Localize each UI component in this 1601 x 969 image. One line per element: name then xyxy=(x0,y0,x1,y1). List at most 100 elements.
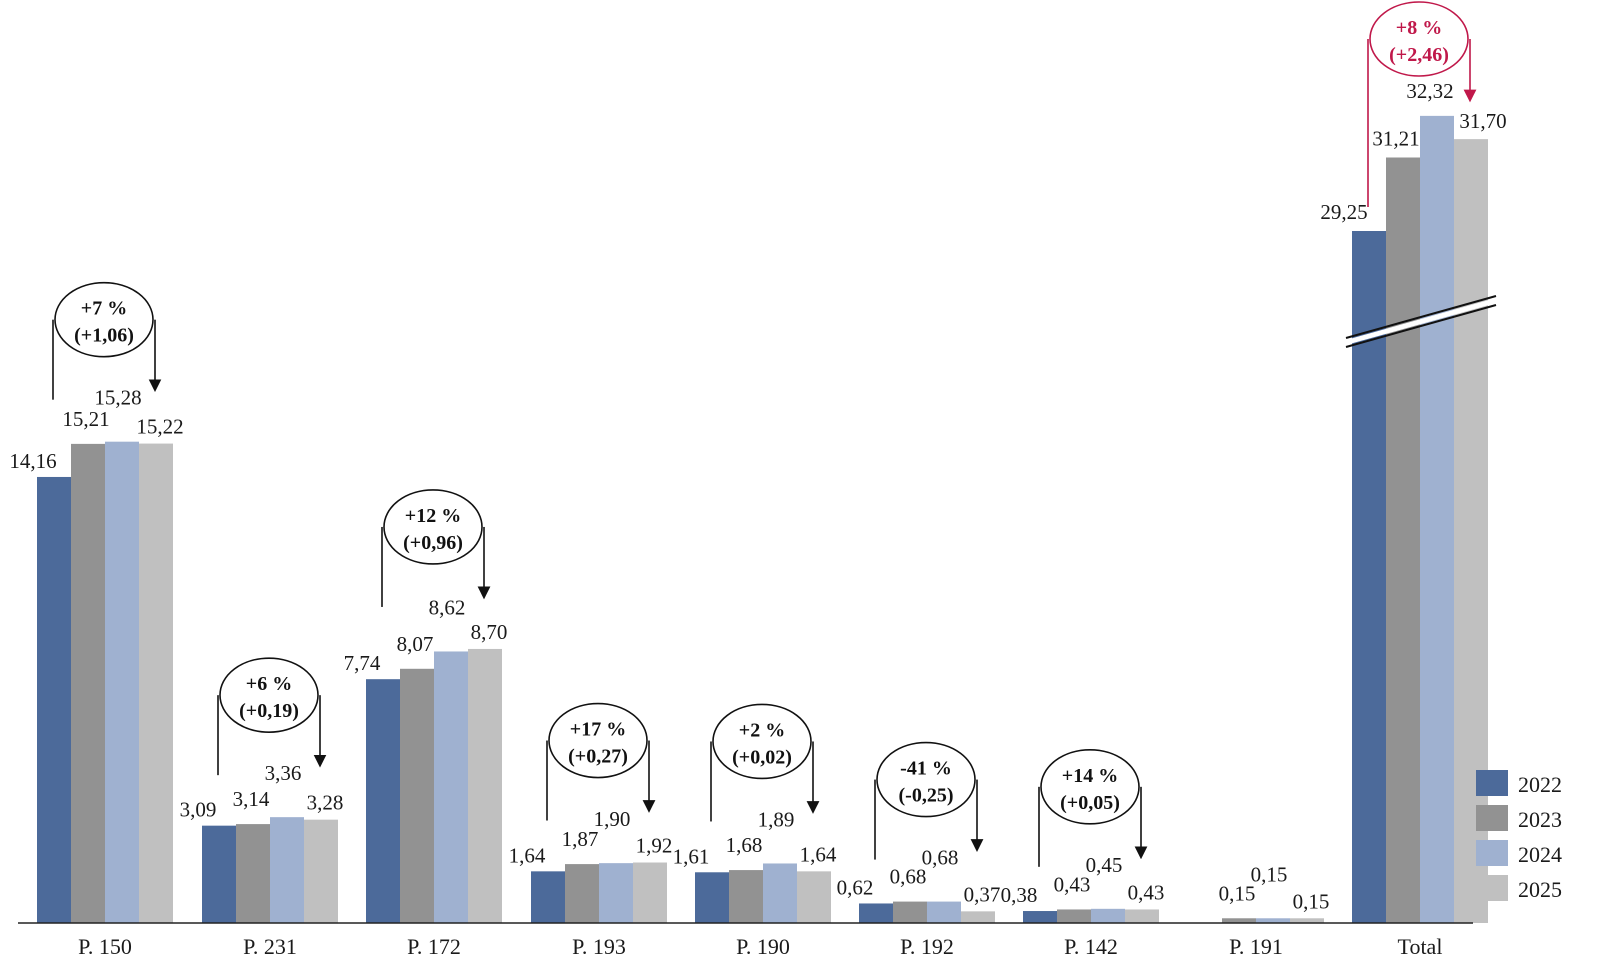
legend-swatch-2023 xyxy=(1476,805,1508,831)
category-label: P. 150 xyxy=(78,934,132,959)
bar-2023-p193 xyxy=(565,864,599,923)
annotation-ellipse xyxy=(54,281,154,358)
value-label-2022: 3,09 xyxy=(180,798,217,822)
bar-2024-total xyxy=(1420,115,1454,923)
value-label-2024: 1,89 xyxy=(758,807,795,831)
value-label-2022: 7,74 xyxy=(344,651,381,675)
value-label-2023: 31,21 xyxy=(1372,127,1419,151)
bar-2023-p142 xyxy=(1057,909,1091,923)
value-label-2023: 3,14 xyxy=(233,787,270,811)
bar-2025-p192 xyxy=(961,911,995,923)
annotation-percent: +2 % xyxy=(739,719,785,741)
bar-2024-p142 xyxy=(1091,908,1125,923)
bar-2024-p231 xyxy=(270,817,304,923)
bar-2025-p190 xyxy=(797,871,831,923)
value-label-2024: 1,90 xyxy=(594,807,631,831)
value-label-2022: 1,64 xyxy=(509,843,546,867)
value-label-2024: 0,68 xyxy=(922,846,959,870)
axis-break-line xyxy=(1345,295,1497,339)
value-label-2023: 0,15 xyxy=(1219,881,1256,905)
legend: 2022 2023 2024 2025 xyxy=(1476,770,1562,902)
annotation-absolute: (-0,25) xyxy=(899,785,954,807)
legend-label-2025: 2025 xyxy=(1518,877,1562,902)
legend-swatch-2024 xyxy=(1476,840,1508,866)
change-annotations-layer: +7 % (+1,06) +6 % (+0,19) +12 % (+0,96) +17 % (… xyxy=(52,1,1477,867)
change-annotation: +8 % (+2,46) xyxy=(1367,1,1477,207)
value-label-2024: 15,28 xyxy=(94,386,141,410)
annotation-percent: +12 % xyxy=(405,505,461,527)
value-label-2023: 0,68 xyxy=(890,865,927,889)
legend-swatch-2022 xyxy=(1476,770,1508,796)
axis-break-line xyxy=(1345,304,1497,348)
bar-2025-p193 xyxy=(633,862,667,923)
annotation-absolute: (+0,27) xyxy=(568,746,628,768)
value-label-2025: 3,28 xyxy=(307,791,344,815)
bar-2025-p142 xyxy=(1125,909,1159,923)
bar-2024-p172 xyxy=(434,651,468,923)
value-label-2023: 1,68 xyxy=(726,833,763,857)
bar-2023-p150 xyxy=(71,443,105,923)
annotation-ellipse xyxy=(548,702,648,779)
bar-2024-p150 xyxy=(105,441,139,923)
value-label-2024: 0,45 xyxy=(1086,853,1123,877)
annotation-ellipse xyxy=(219,657,319,733)
bar-2023-p231 xyxy=(236,824,270,923)
bar-2022-p231 xyxy=(202,825,236,923)
legend-swatch-2025 xyxy=(1476,875,1508,901)
annotation-percent: +17 % xyxy=(570,719,626,741)
value-label-2023: 15,21 xyxy=(62,407,109,431)
annotation-percent: +8 % xyxy=(1396,17,1442,39)
annotation-percent: -41 % xyxy=(900,758,952,780)
bar-2023-p192 xyxy=(893,901,927,923)
category-label: P. 142 xyxy=(1064,934,1118,959)
bar-2022-p190 xyxy=(695,872,729,923)
bar-2024-p191 xyxy=(1256,918,1290,923)
change-annotation: +6 % (+0,19) xyxy=(217,657,327,776)
axis-break-gap xyxy=(1346,298,1496,345)
value-label-2022: 0,62 xyxy=(837,875,874,899)
value-label-2025: 0,43 xyxy=(1128,880,1165,904)
value-label-2025: 31,70 xyxy=(1459,109,1506,133)
annotation-absolute: (+0,05) xyxy=(1060,792,1120,814)
value-label-2025: 8,70 xyxy=(471,620,508,644)
value-label-2022: 1,61 xyxy=(673,844,710,868)
category-labels-layer: P. 150 P. 231 P. 172 P. 193 P. 190 P. 192 P. 1… xyxy=(78,934,1442,959)
bar-2023-p172 xyxy=(400,668,434,923)
category-label: P. 191 xyxy=(1229,934,1283,959)
bar-2025-p191 xyxy=(1290,918,1324,923)
value-label-2024: 0,15 xyxy=(1251,862,1288,886)
annotation-absolute: (+1,06) xyxy=(74,325,134,347)
bar-2024-p192 xyxy=(927,901,961,923)
bar-2022-p192 xyxy=(859,903,893,923)
legend-label-2022: 2022 xyxy=(1518,772,1562,797)
value-label-2022: 14,16 xyxy=(9,449,56,473)
annotation-ellipse xyxy=(1369,1,1469,77)
annotation-percent: +7 % xyxy=(81,298,127,320)
category-label: Total xyxy=(1398,934,1443,959)
value-label-2023: 1,87 xyxy=(562,827,599,851)
legend-label-2023: 2023 xyxy=(1518,807,1562,832)
annotation-ellipse xyxy=(876,741,976,818)
bar-2022-total xyxy=(1352,231,1386,923)
annotation-absolute: (+2,46) xyxy=(1389,44,1449,66)
value-label-2025: 1,92 xyxy=(636,834,673,858)
bar-2022-p142 xyxy=(1023,911,1057,923)
change-annotation: +7 % (+1,06) xyxy=(52,281,162,400)
bar-2022-p193 xyxy=(531,871,565,923)
bar-2023-total xyxy=(1386,157,1420,923)
value-label-2022: 29,25 xyxy=(1320,200,1367,224)
change-annotation: -41 % (-0,25) xyxy=(874,741,984,860)
bar-2022-p172 xyxy=(366,679,400,923)
bar-2025-p150 xyxy=(139,443,173,923)
annotation-percent: +6 % xyxy=(246,673,292,695)
bar-2023-p190 xyxy=(729,870,763,923)
value-label-2025: 15,22 xyxy=(136,415,183,439)
bar-2022-p150 xyxy=(37,476,71,923)
value-label-2025: 0,37 xyxy=(964,882,1001,906)
change-annotation: +17 % (+0,27) xyxy=(546,702,656,821)
value-label-2023: 8,07 xyxy=(397,632,434,656)
annotation-ellipse xyxy=(712,703,812,780)
category-label: P. 231 xyxy=(243,934,297,959)
